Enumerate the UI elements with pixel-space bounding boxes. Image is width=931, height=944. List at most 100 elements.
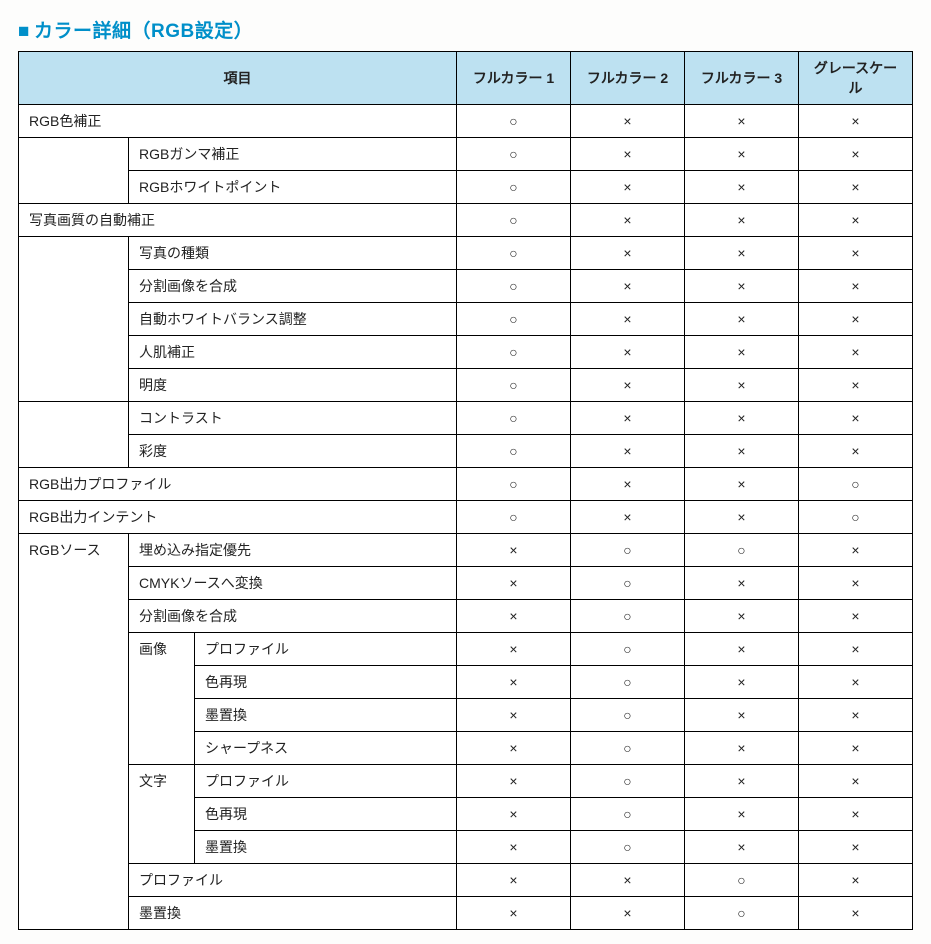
cell: × — [799, 369, 913, 402]
row-label: 色再現 — [195, 798, 457, 831]
cell: ○ — [457, 204, 571, 237]
cell: ○ — [799, 501, 913, 534]
row-label: 人肌補正 — [129, 336, 457, 369]
cell: × — [457, 567, 571, 600]
cell: × — [685, 765, 799, 798]
cell: × — [685, 336, 799, 369]
row-label: CMYKソースへ変換 — [129, 567, 457, 600]
cell: ○ — [457, 105, 571, 138]
row-label: コントラスト — [129, 402, 457, 435]
cell: × — [685, 633, 799, 666]
row-label: 自動ホワイトバランス調整 — [129, 303, 457, 336]
table-row: 墨置換 × × ○ × — [19, 897, 913, 930]
row-label: プロファイル — [195, 633, 457, 666]
cell: ○ — [457, 171, 571, 204]
row-label: プロファイル — [195, 765, 457, 798]
cell: × — [571, 138, 685, 171]
cell: ○ — [457, 369, 571, 402]
cell: × — [571, 237, 685, 270]
cell: ○ — [457, 501, 571, 534]
cell: × — [799, 435, 913, 468]
table-row: RGBホワイトポイント ○ × × × — [19, 171, 913, 204]
cell: ○ — [457, 138, 571, 171]
cell: × — [799, 600, 913, 633]
row-group-label: RGBソース — [19, 534, 129, 930]
cell: × — [685, 831, 799, 864]
row-label: 墨置換 — [195, 831, 457, 864]
cell: × — [571, 336, 685, 369]
table-row: 彩度 ○ × × × — [19, 435, 913, 468]
cell: ○ — [457, 435, 571, 468]
table-row: 文字 プロファイル × ○ × × — [19, 765, 913, 798]
cell: × — [685, 171, 799, 204]
col-item: 項目 — [19, 52, 457, 105]
cell: ○ — [571, 633, 685, 666]
cell: × — [799, 105, 913, 138]
cell: × — [685, 699, 799, 732]
cell: × — [799, 831, 913, 864]
cell: ○ — [571, 699, 685, 732]
cell: × — [685, 303, 799, 336]
cell: ○ — [571, 732, 685, 765]
row-label: 明度 — [129, 369, 457, 402]
row-indent — [19, 237, 129, 402]
cell: × — [799, 633, 913, 666]
cell: × — [799, 237, 913, 270]
cell: × — [685, 567, 799, 600]
cell: × — [457, 666, 571, 699]
cell: × — [799, 138, 913, 171]
cell: × — [799, 534, 913, 567]
cell: × — [457, 765, 571, 798]
cell: × — [685, 270, 799, 303]
cell: ○ — [571, 798, 685, 831]
row-indent — [19, 138, 129, 204]
heading-text: カラー詳細（RGB設定） — [34, 21, 253, 42]
cell: × — [799, 732, 913, 765]
cell: × — [457, 831, 571, 864]
cell: ○ — [571, 534, 685, 567]
rgb-settings-table: 項目 フルカラー 1 フルカラー 2 フルカラー 3 グレースケール RGB色補… — [18, 51, 913, 930]
cell: ○ — [571, 567, 685, 600]
cell: × — [799, 798, 913, 831]
row-label: 墨置換 — [195, 699, 457, 732]
section-heading: ■カラー詳細（RGB設定） — [18, 16, 913, 43]
table-row: 自動ホワイトバランス調整 ○ × × × — [19, 303, 913, 336]
cell: × — [685, 402, 799, 435]
cell: × — [571, 270, 685, 303]
cell: ○ — [457, 303, 571, 336]
cell: ○ — [685, 534, 799, 567]
table-row: 明度 ○ × × × — [19, 369, 913, 402]
cell: ○ — [457, 237, 571, 270]
row-subgroup-label: 画像 — [129, 633, 195, 765]
table-row: プロファイル × × ○ × — [19, 864, 913, 897]
cell: × — [685, 666, 799, 699]
cell: ○ — [799, 468, 913, 501]
cell: × — [799, 402, 913, 435]
cell: × — [457, 633, 571, 666]
table-row: CMYKソースへ変換 × ○ × × — [19, 567, 913, 600]
table-header-row: 項目 フルカラー 1 フルカラー 2 フルカラー 3 グレースケール — [19, 52, 913, 105]
cell: × — [799, 666, 913, 699]
row-label: 分割画像を合成 — [129, 270, 457, 303]
table-row: RGB出力インテント ○ × × ○ — [19, 501, 913, 534]
cell: × — [799, 270, 913, 303]
cell: × — [685, 369, 799, 402]
cell: × — [571, 468, 685, 501]
cell: × — [685, 798, 799, 831]
cell: × — [571, 105, 685, 138]
table-body: RGB色補正 ○ × × × RGBガンマ補正 ○ × × × RGBホワイトポ… — [19, 105, 913, 930]
cell: × — [685, 468, 799, 501]
cell: × — [799, 171, 913, 204]
table-row: 人肌補正 ○ × × × — [19, 336, 913, 369]
cell: × — [799, 303, 913, 336]
cell: × — [799, 336, 913, 369]
cell: × — [571, 171, 685, 204]
cell: × — [799, 699, 913, 732]
cell: × — [457, 732, 571, 765]
cell: × — [571, 897, 685, 930]
cell: × — [799, 567, 913, 600]
row-label: シャープネス — [195, 732, 457, 765]
cell: ○ — [571, 765, 685, 798]
table-row: 写真画質の自動補正 ○ × × × — [19, 204, 913, 237]
row-indent — [19, 402, 129, 468]
